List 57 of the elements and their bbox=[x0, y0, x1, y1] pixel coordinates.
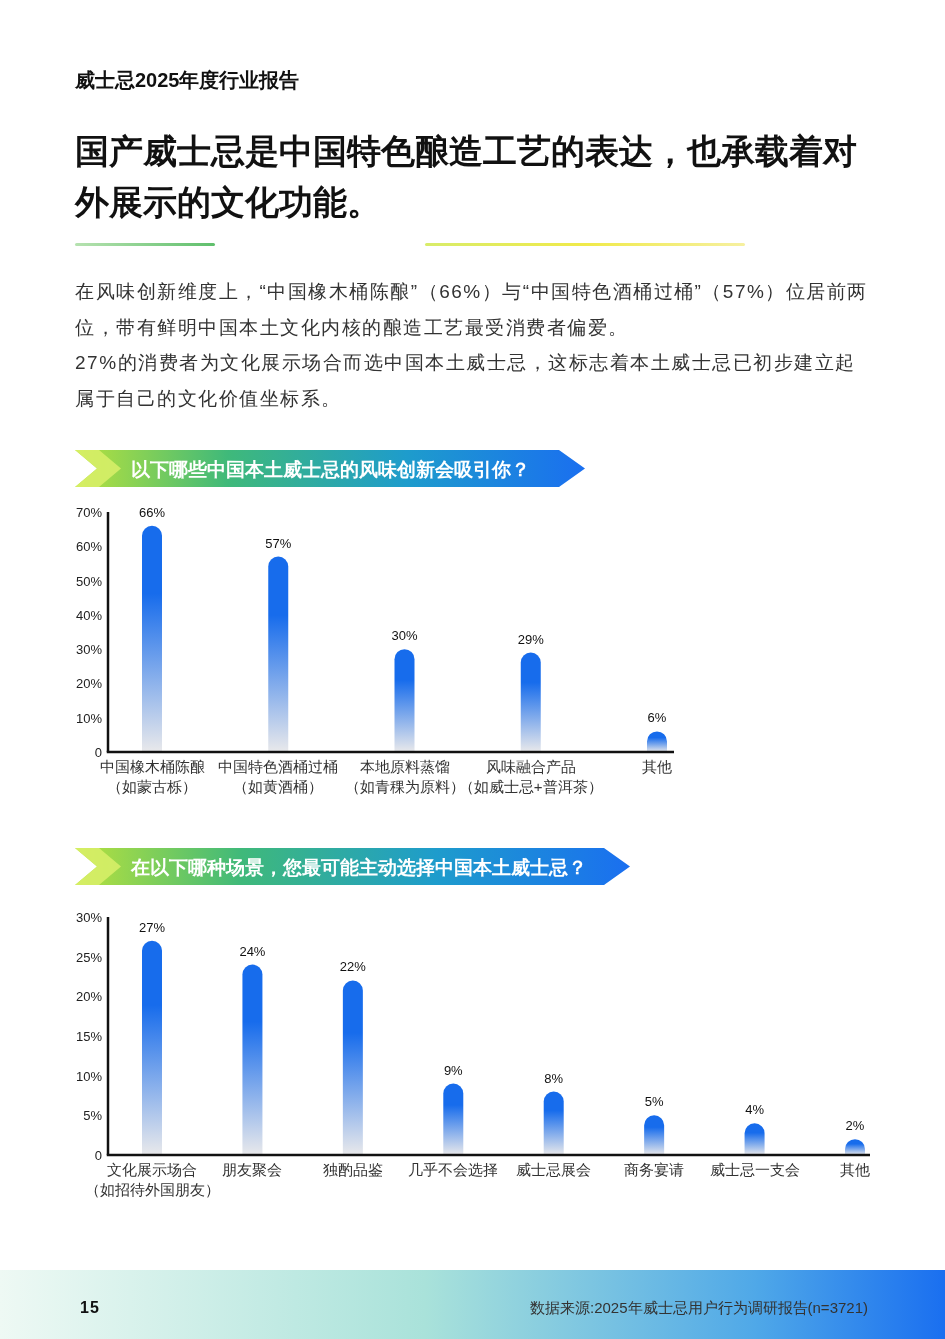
bar bbox=[443, 1083, 464, 1155]
text: 威士忌2025年度行业报告 bbox=[75, 69, 300, 91]
y-tick-label: 50% bbox=[75, 573, 103, 589]
bar bbox=[142, 525, 162, 752]
data-label: 57% bbox=[265, 535, 292, 551]
y-tick-label: 30% bbox=[75, 641, 103, 657]
y-tick-label: 25% bbox=[75, 949, 103, 965]
data-label: 2% bbox=[845, 1118, 865, 1134]
y-tick-label: 70% bbox=[75, 504, 103, 520]
y-tick-label: 0 bbox=[94, 1147, 102, 1163]
data-label: 8% bbox=[544, 1070, 564, 1086]
data-label: 22% bbox=[339, 959, 367, 975]
data-label: 30% bbox=[391, 628, 418, 644]
data-label: 27% bbox=[138, 919, 166, 935]
bar bbox=[394, 649, 415, 752]
x-tick-label: 独酌品鉴 bbox=[322, 1161, 383, 1178]
x-tick-label: 文化展示场合（如招待外国朋友） bbox=[84, 1161, 220, 1198]
text: 27%的消费者为文化展示场合而选中国本土威士忌，这标志着本土威士忌已初步建立起属于自己的文化价值坐标系。 bbox=[75, 352, 856, 409]
data-label: 24% bbox=[239, 943, 266, 959]
data-label: 66% bbox=[138, 504, 166, 520]
text: 在风味创新维度上，“中国橡木桶陈酿”（66%）与“中国特色酒桶过桶”（57%）位居前两位，带有鲜明中国本土文化内核的酿造工艺最受消费者偏爱。 bbox=[75, 281, 868, 338]
y-tick-label: 0 bbox=[94, 744, 102, 760]
bar bbox=[543, 1091, 564, 1155]
data-label: 29% bbox=[517, 631, 545, 647]
bar bbox=[644, 1115, 665, 1155]
x-tick-label: 威士忌展会 bbox=[516, 1161, 592, 1178]
y-tick-label: 30% bbox=[75, 909, 103, 925]
x-tick-label: 中国橡木桶陈酿（如蒙古栎） bbox=[99, 758, 205, 795]
y-tick-label: 15% bbox=[75, 1028, 103, 1044]
source-note: 数据来源:2025年威士忌用户行为调研报告(n=3721) bbox=[530, 1298, 868, 1316]
x-tick-label: 其他 bbox=[642, 758, 672, 775]
y-tick-label: 40% bbox=[75, 607, 103, 623]
y-tick-label: 10% bbox=[75, 1068, 103, 1084]
x-tick-label: 商务宴请 bbox=[624, 1161, 685, 1178]
x-tick-label: 几乎不会选择 bbox=[408, 1161, 499, 1178]
x-tick-label: 中国特色酒桶过桶（如黄酒桶） bbox=[218, 758, 339, 795]
data-label: 4% bbox=[745, 1102, 765, 1118]
data-label: 5% bbox=[644, 1094, 664, 1110]
bar bbox=[342, 980, 363, 1155]
bar bbox=[242, 964, 263, 1155]
y-tick-label: 20% bbox=[75, 675, 103, 691]
x-tick-label: 朋友聚会 bbox=[222, 1161, 283, 1178]
data-label: 6% bbox=[647, 710, 667, 726]
text: 15 bbox=[80, 1298, 100, 1316]
bar bbox=[268, 556, 289, 752]
y-tick-label: 5% bbox=[83, 1107, 103, 1123]
y-tick-label: 10% bbox=[75, 710, 103, 726]
y-tick-label: 60% bbox=[75, 538, 103, 554]
chart-title: 在以下哪种场景，您最可能主动选择中国本土威士忌？ bbox=[130, 856, 587, 877]
x-tick-label: 其他 bbox=[840, 1161, 870, 1178]
x-tick-label: 威士忌一支会 bbox=[709, 1161, 800, 1178]
bar bbox=[142, 940, 162, 1155]
data-label: 9% bbox=[443, 1062, 464, 1078]
chart-title: 以下哪些中国本土威士忌的风味创新会吸引你？ bbox=[131, 458, 530, 479]
y-tick-label: 20% bbox=[75, 988, 103, 1004]
bar bbox=[520, 652, 541, 752]
text: 国产威士忌是中国特色酿造工艺的表达，也承载着对外展示的文化功能。 bbox=[75, 132, 857, 221]
